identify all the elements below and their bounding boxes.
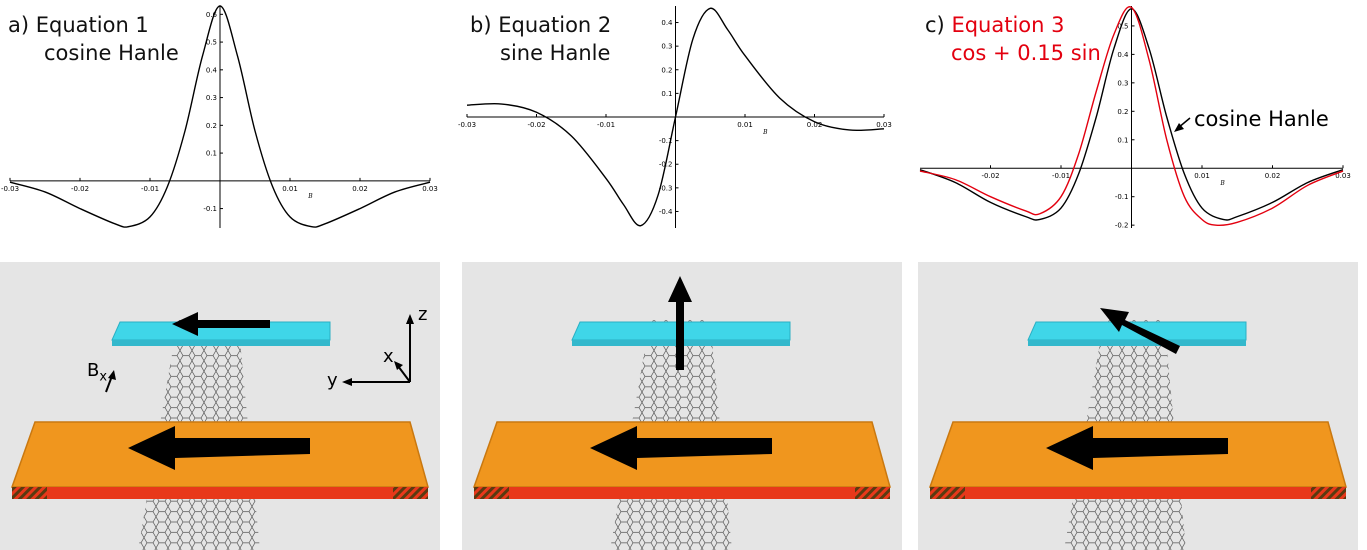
chart-equation-3: -0.02 -0.01 0.01 0.02 0.03 -0.2 -0.1 0.1 0.2 0.3 0…	[919, 6, 1351, 230]
y-tick-label: -0.2	[1115, 222, 1129, 230]
annotation-arrowhead	[1174, 123, 1184, 132]
orange-electrode	[472, 421, 891, 499]
y-tick-label: 0.3	[206, 94, 217, 102]
device-illustration-a	[0, 262, 440, 550]
x-tick-label: 0.02	[352, 185, 368, 193]
panel-a-title: a) Equation 1 cosine Hanle	[8, 12, 179, 66]
spin-arrow-top	[172, 312, 270, 336]
series-line-0	[466, 7, 885, 227]
panel-a-letter: a)	[8, 13, 30, 37]
axis-z-label: z	[418, 304, 428, 325]
spin-arrow-bottom	[1046, 426, 1228, 470]
x-tick-label: 0.03	[1335, 172, 1351, 180]
y-tick-label: 0.2	[661, 66, 672, 74]
y-tick-label: 0.1	[206, 150, 217, 158]
x-tick-label: 0.02	[807, 121, 823, 129]
panel-a-subtitle: cosine Hanle	[44, 41, 179, 65]
x-tick-label: 0.03	[876, 121, 892, 129]
x-tick-label: -0.03	[1, 185, 19, 193]
panel-b-title: b) Equation 2 sine Hanle	[470, 12, 611, 66]
x-axis-label: B	[762, 129, 768, 136]
orange-electrode	[10, 421, 429, 499]
spin-arrow-top	[1100, 308, 1180, 354]
series-line-0	[919, 8, 1344, 221]
axis-y-label: y	[327, 370, 338, 391]
y-tick-label: -0.1	[659, 137, 673, 145]
panel-a-eq: Equation 1	[35, 13, 149, 37]
x-tick-label: -0.02	[527, 121, 545, 129]
x-tick-label: -0.01	[597, 121, 615, 129]
spin-arrow-bottom	[590, 426, 772, 470]
x-axis-label: B	[307, 193, 313, 200]
device-illustration-c	[918, 262, 1358, 550]
panel-b-subtitle: sine Hanle	[500, 41, 611, 65]
x-tick-label: -0.02	[71, 185, 89, 193]
field-letter: B	[87, 360, 100, 381]
y-tick-label: 0.5	[206, 39, 217, 47]
y-tick-label: 0.5	[1117, 22, 1128, 30]
field-label: Bx	[87, 360, 107, 385]
x-tick-label: -0.01	[1052, 172, 1070, 180]
panel-c-eq: Equation 3	[951, 13, 1065, 37]
series-line-0	[9, 5, 431, 228]
x-axis-label: B	[1219, 180, 1225, 187]
y-tick-label: 0.1	[661, 90, 672, 98]
y-tick-label: 0.2	[1117, 108, 1128, 116]
series-annotation-label: cosine Hanle	[1194, 107, 1329, 131]
axes-glyph	[105, 314, 414, 393]
y-tick-label: 0.2	[206, 122, 217, 130]
blue-electrode	[1027, 321, 1247, 346]
chart-equation-1: -0.03 -0.02 -0.01 0.01 0.02 0.03 -0.1 0.1 0.2 0.3…	[1, 5, 438, 228]
y-tick-label: 0.4	[661, 19, 673, 27]
device-illustration-b	[462, 262, 902, 550]
panel-b-letter: b)	[470, 13, 492, 37]
y-tick-label: 0.3	[1117, 79, 1128, 87]
panel-c-title: c) Equation 3 cos + 0.15 sin	[925, 12, 1101, 66]
scene-a: z x y Bx	[0, 262, 440, 550]
panel-c-letter: c)	[925, 13, 945, 37]
field-subscript: x	[99, 369, 108, 385]
y-tick-label: -0.4	[659, 208, 673, 216]
y-tick-label: 0.4	[1117, 51, 1129, 59]
panel-b-eq: Equation 2	[498, 13, 612, 37]
y-tick-label: -0.3	[659, 184, 673, 192]
chart-equation-2: -0.03 -0.02 -0.01 0.01 0.02 0.03-0.4-0.3-0.2-…	[458, 6, 892, 228]
x-tick-label: 0.01	[1194, 172, 1210, 180]
panel-c-subtitle: cos + 0.15 sin	[951, 41, 1101, 65]
x-tick-label: -0.02	[981, 172, 999, 180]
x-tick-label: 0.02	[1265, 172, 1281, 180]
y-tick-label: 0.3	[661, 43, 672, 51]
spin-arrow-top	[668, 276, 692, 370]
scene-b	[462, 262, 902, 550]
y-tick-label: 0.6	[206, 11, 218, 19]
x-tick-label: 0.01	[282, 185, 298, 193]
orange-electrode	[928, 421, 1347, 499]
y-tick-label: 0.1	[1117, 136, 1128, 144]
x-tick-label: -0.01	[141, 185, 159, 193]
x-tick-label: 0.01	[737, 121, 753, 129]
y-tick-label: 0.4	[206, 66, 218, 74]
series-line-1	[919, 6, 1344, 227]
y-tick-label: -0.1	[1115, 193, 1129, 201]
axis-x-label: x	[383, 346, 394, 367]
x-tick-label: -0.03	[458, 121, 476, 129]
spin-arrow-bottom	[128, 426, 310, 470]
scene-c	[918, 262, 1358, 550]
y-tick-label: -0.1	[203, 205, 217, 213]
x-tick-label: 0.03	[422, 185, 438, 193]
